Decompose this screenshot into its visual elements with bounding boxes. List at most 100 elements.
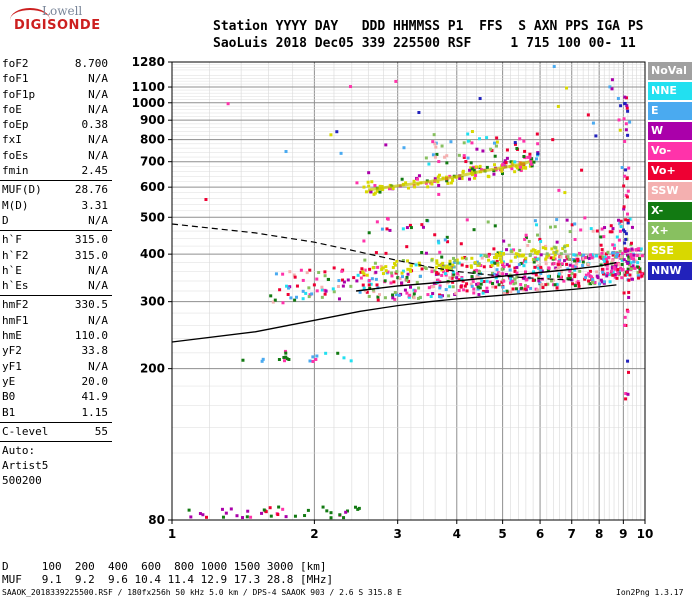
echo-point: [229, 507, 233, 511]
echo-point: [469, 282, 473, 286]
echo-point: [451, 256, 455, 260]
echo-point: [632, 260, 636, 264]
echo-point: [555, 282, 559, 286]
echo-point: [367, 278, 371, 282]
echo-point: [526, 155, 530, 159]
echo-point: [460, 277, 464, 281]
param-value: N/A: [88, 102, 108, 116]
echo-point: [293, 514, 297, 518]
echo-point: [509, 290, 513, 294]
echo-point: [588, 269, 592, 273]
echo-point: [221, 515, 225, 519]
echo-point: [375, 220, 379, 224]
echo-point: [541, 286, 545, 290]
echo-point: [417, 174, 421, 178]
echo-point: [558, 265, 562, 269]
echo-point: [445, 269, 449, 273]
echo-point: [519, 165, 523, 169]
echo-point: [282, 359, 286, 363]
echo-point: [536, 257, 540, 261]
echo-point: [591, 121, 595, 125]
echo-point: [579, 228, 583, 232]
echo-point: [573, 273, 577, 277]
echo-point: [406, 186, 410, 190]
echo-point: [614, 261, 618, 265]
echo-point: [612, 246, 616, 250]
echo-point: [521, 288, 525, 292]
echo-point: [431, 140, 435, 144]
echo-point: [323, 270, 327, 274]
y-tick-label: 900: [140, 113, 165, 127]
echo-point: [625, 270, 629, 274]
param-row: B1 1.15: [0, 405, 112, 420]
echo-point: [398, 276, 402, 280]
echo-point: [495, 259, 499, 263]
echo-point: [451, 275, 455, 279]
echo-point: [311, 355, 315, 359]
echo-point: [545, 252, 549, 256]
echo-point: [469, 166, 473, 170]
echo-point: [505, 248, 509, 252]
echo-point: [482, 265, 486, 269]
echo-point: [611, 227, 615, 231]
echo-point: [537, 264, 541, 268]
y-tick-label: 1280: [132, 55, 165, 69]
echo-point: [405, 226, 409, 230]
echo-point: [437, 263, 441, 267]
echo-point: [517, 263, 521, 267]
echo-point: [406, 259, 410, 263]
echo-point: [380, 267, 384, 271]
echo-point: [563, 245, 567, 249]
echo-point: [359, 270, 363, 274]
echo-point: [368, 286, 372, 290]
echo-point: [552, 251, 556, 255]
echo-point: [308, 293, 312, 297]
echo-point: [573, 222, 577, 226]
echo-point: [315, 289, 319, 293]
echo-point: [415, 177, 419, 181]
profile-solid-line: [171, 284, 617, 343]
echo-point: [375, 283, 379, 287]
echo-point: [631, 264, 635, 268]
echo-point: [441, 266, 445, 270]
echo-point: [369, 282, 373, 286]
echo-point: [615, 235, 619, 239]
echo-point: [493, 261, 497, 265]
echo-point: [567, 257, 571, 261]
echo-point: [381, 188, 385, 192]
logo-digisonde: DIGISONDE: [14, 18, 101, 33]
echo-point: [389, 281, 393, 285]
echo-point: [638, 254, 642, 258]
y-tick-label: 1100: [132, 80, 165, 94]
echo-point: [367, 171, 371, 175]
echo-point: [513, 160, 517, 164]
echo-point: [312, 283, 316, 287]
param-name: foF1p: [2, 87, 36, 101]
echo-point: [293, 275, 297, 279]
echo-point: [416, 296, 420, 300]
echo-point: [568, 276, 572, 280]
echo-point: [483, 254, 487, 258]
echo-point: [406, 267, 410, 271]
echo-point: [557, 260, 561, 264]
param-name: foE: [2, 102, 22, 116]
legend-item: Vo+: [648, 162, 692, 180]
echo-point: [513, 269, 517, 273]
echo-point: [523, 287, 527, 291]
echo-point: [533, 265, 537, 269]
echo-point: [591, 229, 595, 233]
echo-point: [445, 154, 449, 158]
echo-point: [598, 282, 602, 286]
echo-point: [556, 274, 560, 278]
echo-point: [613, 267, 617, 271]
o-trace-f2: [356, 261, 617, 292]
echo-point: [589, 253, 593, 257]
echo-point: [587, 255, 591, 259]
echo-point: [499, 254, 503, 258]
echo-point: [436, 175, 440, 179]
echo-point: [264, 510, 268, 514]
echo-point: [358, 290, 362, 294]
echo-point: [436, 272, 440, 276]
echo-point: [451, 265, 455, 269]
echo-point: [326, 277, 330, 281]
